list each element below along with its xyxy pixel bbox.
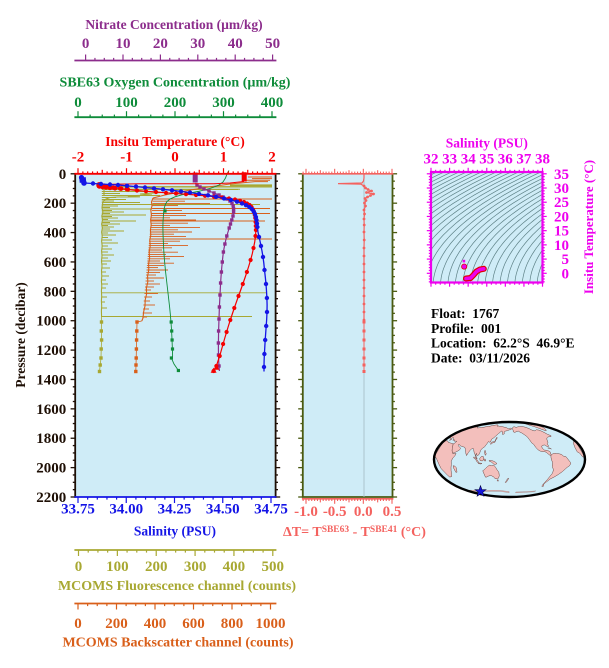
svg-text:15: 15 <box>554 224 569 240</box>
svg-text:0.5: 0.5 <box>383 504 402 520</box>
svg-text:36: 36 <box>498 152 514 168</box>
svg-text:0: 0 <box>75 559 83 575</box>
svg-text:0: 0 <box>74 95 82 111</box>
svg-text:200: 200 <box>105 616 128 632</box>
svg-text:32: 32 <box>424 152 439 168</box>
svg-text:-2: -2 <box>72 150 85 166</box>
svg-text:Salinity (PSU): Salinity (PSU) <box>446 136 528 151</box>
svg-text:0: 0 <box>82 36 90 52</box>
svg-text:34.75: 34.75 <box>254 502 288 518</box>
svg-text:40: 40 <box>228 36 243 52</box>
svg-text:5: 5 <box>562 252 570 268</box>
svg-text:1600: 1600 <box>36 402 66 418</box>
svg-text:33.75: 33.75 <box>61 502 95 518</box>
svg-text:Insitu Temperature (°C): Insitu Temperature (°C) <box>105 134 244 149</box>
svg-text:50: 50 <box>265 36 280 52</box>
svg-text:38: 38 <box>535 152 550 168</box>
svg-text:200: 200 <box>164 95 187 111</box>
svg-text:Date: 03/11/2026: Date: 03/11/2026 <box>431 350 530 365</box>
svg-text:1000: 1000 <box>256 616 286 632</box>
svg-text:Salinity (PSU): Salinity (PSU) <box>134 524 216 539</box>
svg-text:100: 100 <box>106 559 129 575</box>
svg-text:33: 33 <box>442 152 457 168</box>
svg-text:30: 30 <box>554 181 569 197</box>
svg-text:400: 400 <box>44 226 67 242</box>
svg-text:1: 1 <box>220 150 228 166</box>
svg-text:35: 35 <box>479 152 494 168</box>
svg-text:300: 300 <box>184 559 207 575</box>
svg-text:ΔT= TSBE63 - TSBE41 (°C): ΔT= TSBE63 - TSBE41 (°C) <box>283 525 426 540</box>
svg-text:1200: 1200 <box>36 343 66 359</box>
svg-text:35: 35 <box>554 167 569 183</box>
svg-text:0: 0 <box>562 266 570 282</box>
svg-text:200: 200 <box>145 559 168 575</box>
svg-text:2: 2 <box>268 150 276 166</box>
svg-text:Insitu Temperature (°C): Insitu Temperature (°C) <box>581 160 596 294</box>
svg-text:100: 100 <box>115 95 138 111</box>
svg-text:34: 34 <box>461 152 477 168</box>
svg-text:Location: 62.2°S 46.9°E: Location: 62.2°S 46.9°E <box>431 336 575 351</box>
svg-text:800: 800 <box>44 284 67 300</box>
svg-text:-0.5: -0.5 <box>323 504 347 520</box>
svg-text:1800: 1800 <box>36 431 66 447</box>
svg-text:10: 10 <box>116 36 131 52</box>
svg-text:500: 500 <box>262 559 285 575</box>
svg-text:2000: 2000 <box>36 461 66 477</box>
svg-text:37: 37 <box>516 152 532 168</box>
svg-text:Nitrate Concentration (µm/kg): Nitrate Concentration (µm/kg) <box>85 17 262 32</box>
svg-text:-1.0: -1.0 <box>294 504 318 520</box>
svg-text:300: 300 <box>212 95 235 111</box>
svg-text:2200: 2200 <box>36 490 66 506</box>
svg-text:-1: -1 <box>120 150 133 166</box>
svg-text:1400: 1400 <box>36 373 66 389</box>
svg-text:20: 20 <box>554 209 569 225</box>
svg-text:MCOMS Fluorescence channel (co: MCOMS Fluorescence channel (counts) <box>58 579 296 594</box>
svg-text:MCOMS Backscatter channel (cou: MCOMS Backscatter channel (counts) <box>62 636 293 651</box>
svg-text:400: 400 <box>144 616 167 632</box>
svg-text:Profile: 001: Profile: 001 <box>431 321 501 336</box>
svg-text:600: 600 <box>182 616 205 632</box>
svg-text:0: 0 <box>74 616 82 632</box>
svg-text:600: 600 <box>44 255 67 271</box>
svg-text:20: 20 <box>153 36 168 52</box>
svg-text:Float: 1767: Float: 1767 <box>431 306 499 321</box>
svg-text:34.00: 34.00 <box>109 502 143 518</box>
svg-text:10: 10 <box>554 238 569 254</box>
svg-text:25: 25 <box>554 195 569 211</box>
svg-text:Pressure (decibar): Pressure (decibar) <box>13 282 28 388</box>
svg-text:SBE63 Oxygen Concentration (µm: SBE63 Oxygen Concentration (µm/kg) <box>60 76 291 91</box>
svg-text:34.25: 34.25 <box>158 502 192 518</box>
svg-text:400: 400 <box>223 559 246 575</box>
svg-text:34.50: 34.50 <box>206 502 240 518</box>
svg-text:30: 30 <box>190 36 205 52</box>
svg-text:0: 0 <box>171 150 179 166</box>
svg-text:400: 400 <box>261 95 284 111</box>
svg-text:0.0: 0.0 <box>354 504 373 520</box>
svg-text:800: 800 <box>221 616 244 632</box>
svg-text:1000: 1000 <box>36 314 66 330</box>
svg-text:200: 200 <box>44 196 67 212</box>
svg-text:0: 0 <box>59 167 67 183</box>
